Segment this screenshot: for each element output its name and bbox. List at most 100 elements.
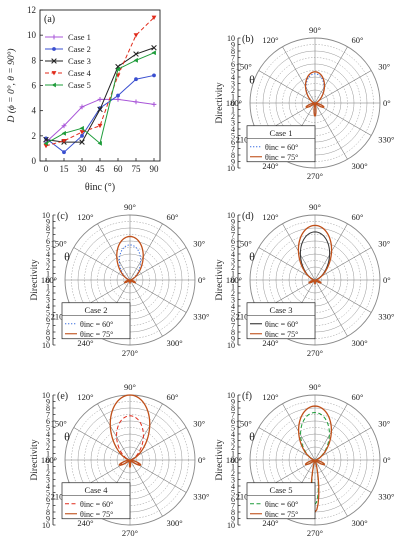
data-point bbox=[52, 47, 56, 51]
angle-label: 330° bbox=[378, 312, 394, 322]
radial-tick-label: 0 bbox=[231, 456, 235, 465]
radial-tick-label: 2 bbox=[46, 263, 50, 272]
angle-label: 150° bbox=[236, 419, 252, 429]
radial-tick-label: 0 bbox=[46, 276, 50, 285]
radial-tick-label: 10 bbox=[227, 341, 235, 350]
series-case-4 bbox=[43, 15, 157, 149]
radial-tick-label: 1 bbox=[46, 270, 50, 279]
series-case-3 bbox=[43, 44, 157, 145]
y-tick-label: 0 bbox=[32, 156, 37, 166]
x-axis-label: θinc (°) bbox=[85, 182, 115, 193]
radial-tick-label: 1 bbox=[46, 463, 50, 472]
radial-tick-label: 8 bbox=[231, 151, 235, 160]
polar-spoke bbox=[314, 247, 372, 281]
series-line bbox=[45, 98, 155, 143]
radial-axis-label: Directivity bbox=[30, 259, 40, 300]
polar-spoke bbox=[129, 403, 163, 461]
radial-tick-label: 5 bbox=[231, 489, 235, 498]
radial-tick-label: 6 bbox=[46, 495, 50, 504]
radial-tick-label: 7 bbox=[46, 411, 50, 420]
angle-label: 0° bbox=[198, 455, 206, 465]
angle-label: 30° bbox=[378, 239, 390, 249]
legend-box bbox=[246, 482, 316, 520]
x-tick-label: 0 bbox=[44, 164, 49, 174]
radial-tick-label: 4 bbox=[231, 250, 235, 259]
data-point bbox=[133, 99, 139, 105]
radial-tick-label: 3 bbox=[231, 437, 235, 446]
angle-label: 150° bbox=[51, 239, 67, 249]
radial-tick-label: 8 bbox=[231, 224, 235, 233]
y-tick-label: 8 bbox=[32, 55, 37, 65]
data-point bbox=[151, 50, 156, 56]
panel-label: (a) bbox=[44, 14, 55, 25]
pattern-theta-75 bbox=[109, 394, 151, 469]
radial-tick-label: 1 bbox=[46, 283, 50, 292]
theta-label: θ bbox=[64, 430, 70, 444]
polar-spoke bbox=[314, 102, 348, 160]
radial-tick-label: 1 bbox=[231, 93, 235, 102]
radial-tick-label: 1 bbox=[231, 283, 235, 292]
angle-label: 300° bbox=[352, 161, 368, 171]
radial-tick-label: 8 bbox=[46, 328, 50, 337]
series-case-5 bbox=[43, 50, 156, 146]
angle-label: 180° bbox=[41, 455, 57, 465]
polar-spoke bbox=[258, 427, 316, 461]
radial-tick-label: 5 bbox=[231, 424, 235, 433]
chart-panel-a: 0 15 30 45 60 75 90 0 2 4 6 8 10 12 θinc (°) D (ϕ = 0°,… bbox=[6, 5, 161, 193]
data-point bbox=[115, 66, 120, 72]
radial-tick-label: 3 bbox=[46, 296, 50, 305]
angle-label: 240° bbox=[77, 338, 93, 348]
angle-label: 270° bbox=[307, 528, 323, 538]
data-point bbox=[79, 130, 85, 135]
legend: Case 1 θinc = 60°θinc = 75° bbox=[246, 125, 316, 163]
radial-tick-label: 5 bbox=[231, 132, 235, 141]
angle-label: 210° bbox=[51, 492, 67, 502]
legend-box bbox=[61, 482, 131, 520]
polar-spoke bbox=[129, 279, 163, 337]
angle-label: 240° bbox=[262, 518, 278, 528]
legend-entry: θinc = 75° bbox=[265, 153, 298, 162]
radial-tick-label: 7 bbox=[46, 322, 50, 331]
radial-tick-label: 3 bbox=[231, 80, 235, 89]
polar-spoke bbox=[258, 70, 316, 104]
legend-entry: Case 1 bbox=[68, 32, 91, 42]
radial-tick-label: 8 bbox=[231, 404, 235, 413]
radial-tick-label: 9 bbox=[46, 515, 50, 524]
legend-entry: Case 2 bbox=[68, 44, 91, 54]
radial-tick-label: 7 bbox=[231, 54, 235, 63]
angle-label: 120° bbox=[77, 392, 93, 402]
x-tick-label: 60 bbox=[114, 164, 124, 174]
radial-tick-label: 9 bbox=[46, 335, 50, 344]
angle-label: 150° bbox=[236, 239, 252, 249]
angle-label: 120° bbox=[262, 35, 278, 45]
radial-tick-label: 4 bbox=[46, 430, 50, 439]
radial-tick-label: 2 bbox=[231, 263, 235, 272]
radial-tick-label: 7 bbox=[231, 322, 235, 331]
legend-entry: θinc = 75° bbox=[80, 330, 113, 339]
polar-spoke bbox=[314, 427, 372, 461]
data-point bbox=[151, 44, 157, 51]
radial-tick-label: 2 bbox=[231, 469, 235, 478]
data-point bbox=[133, 33, 139, 38]
panel-label: (b) bbox=[242, 34, 254, 45]
legend: Case 2 θinc = 60°θinc = 75° bbox=[61, 302, 131, 340]
legend-title: Case 3 bbox=[270, 305, 293, 315]
angle-label: 60° bbox=[352, 392, 364, 402]
radial-tick-label: 10 bbox=[42, 211, 50, 220]
radial-axis-label: Directivity bbox=[215, 439, 225, 480]
radial-tick-label: 5 bbox=[46, 309, 50, 318]
angle-label: 240° bbox=[262, 161, 278, 171]
angle-label: 120° bbox=[262, 212, 278, 222]
chart-panel-d: 90° 120° 150° 180° 210° 240° 270° 300° 330° 0° 30°… bbox=[215, 202, 394, 358]
data-point bbox=[97, 106, 103, 113]
angle-label: 30° bbox=[193, 419, 205, 429]
radial-tick-label: 9 bbox=[231, 218, 235, 227]
radial-tick-label: 4 bbox=[231, 302, 235, 311]
legend-entry: θinc = 60° bbox=[80, 320, 113, 329]
polar-spoke bbox=[282, 46, 316, 104]
radial-tick-label: 4 bbox=[46, 302, 50, 311]
data-point bbox=[79, 125, 84, 131]
data-point bbox=[97, 123, 103, 129]
radial-tick-label: 3 bbox=[46, 476, 50, 485]
radial-tick-label: 5 bbox=[46, 244, 50, 253]
